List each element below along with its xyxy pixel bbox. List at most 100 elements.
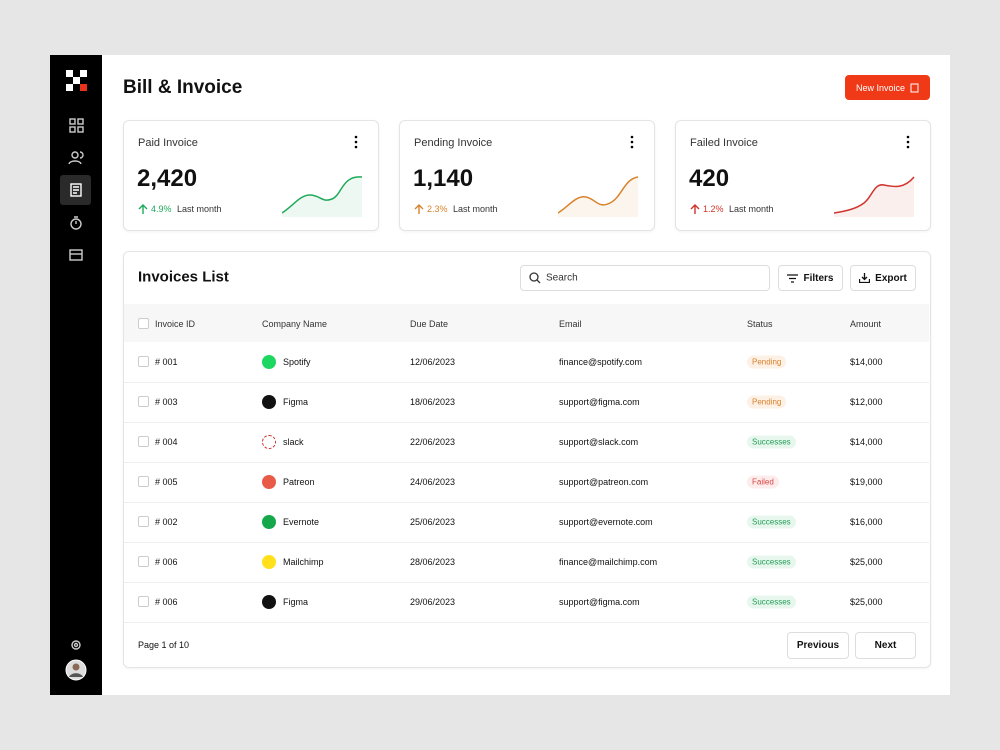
- email: support@slack.com: [559, 437, 639, 447]
- due-date: 12/06/2023: [410, 357, 456, 367]
- email: finance@spotify.com: [559, 357, 643, 367]
- company-name: Figma: [283, 397, 309, 407]
- company-logo: [262, 355, 276, 369]
- more-menu[interactable]: [904, 135, 912, 149]
- invoice-id: # 004: [155, 437, 178, 447]
- row-checkbox[interactable]: [138, 516, 149, 527]
- new-invoice-button[interactable]: New Invoice: [845, 75, 930, 100]
- page-title: Bill & Invoice: [123, 77, 243, 98]
- due-date: 25/06/2023: [410, 517, 456, 527]
- column-header: Invoice ID: [155, 319, 196, 329]
- status-badge: Pending: [747, 395, 787, 409]
- row-divider: [124, 582, 929, 583]
- invoice-id: # 003: [155, 397, 178, 407]
- stat-value: 1,140: [413, 165, 474, 192]
- sidebar: [50, 55, 102, 695]
- stat-card: [123, 120, 379, 231]
- amount: $19,000: [850, 477, 883, 487]
- row-checkbox[interactable]: [138, 476, 149, 487]
- invoice-id: # 006: [155, 557, 178, 567]
- wallet-icon[interactable]: [69, 249, 83, 261]
- row-divider: [124, 542, 929, 543]
- sparkline: [558, 176, 639, 217]
- company-name: Mailchimp: [283, 557, 324, 567]
- status-badge: Failed: [747, 475, 779, 489]
- sparkline: [834, 176, 915, 217]
- company-name: Spotify: [283, 357, 311, 367]
- company-logo: [262, 595, 276, 609]
- invoice-id: # 006: [155, 597, 178, 607]
- status-badge: Successes: [747, 555, 796, 569]
- row-checkbox[interactable]: [138, 596, 149, 607]
- row-checkbox[interactable]: [138, 436, 149, 447]
- up-arrow: [414, 204, 424, 214]
- company-logo: [262, 555, 276, 569]
- stat-value: 2,420: [137, 165, 198, 192]
- stat-change: 1.2%: [703, 204, 724, 214]
- next-button[interactable]: Next: [855, 632, 916, 659]
- search-icon: [529, 272, 541, 284]
- column-header: Company Name: [262, 319, 328, 329]
- button-label: Export: [875, 272, 907, 284]
- doc-icon: [910, 83, 919, 92]
- status-badge: Successes: [747, 595, 796, 609]
- row-divider: [124, 382, 929, 383]
- invoice-id: # 005: [155, 477, 178, 487]
- export-button[interactable]: Export: [850, 265, 916, 291]
- stat-label: Paid Invoice: [138, 137, 198, 149]
- dashboard-icon[interactable]: [69, 118, 84, 133]
- company-name: Evernote: [283, 517, 320, 527]
- company-name: slack: [283, 437, 304, 447]
- due-date: 29/06/2023: [410, 597, 456, 607]
- column-header: Due Date: [410, 319, 449, 329]
- settings-icon[interactable]: [71, 640, 81, 650]
- logo: [66, 70, 87, 91]
- up-arrow: [138, 204, 148, 214]
- amount: $12,000: [850, 397, 883, 407]
- button-label: Next: [874, 640, 897, 651]
- status-badge: Pending: [747, 355, 787, 369]
- due-date: 24/06/2023: [410, 477, 456, 487]
- sparkline: [282, 176, 363, 217]
- column-header: Email: [559, 319, 582, 329]
- users-icon[interactable]: [68, 151, 84, 165]
- header-checkbox[interactable]: [138, 318, 149, 329]
- search-box[interactable]: Search: [520, 265, 770, 291]
- amount: $25,000: [850, 597, 883, 607]
- status-badge: Successes: [747, 515, 796, 529]
- company-logo: [262, 435, 276, 449]
- company-name: Figma: [283, 597, 309, 607]
- amount: $14,000: [850, 357, 883, 367]
- timer-icon[interactable]: [70, 216, 82, 230]
- row-checkbox[interactable]: [138, 356, 149, 367]
- stat-card: [675, 120, 931, 231]
- button-label: Filters: [803, 272, 834, 284]
- column-header: Status: [747, 319, 773, 329]
- filters-button[interactable]: Filters: [778, 265, 843, 291]
- row-checkbox[interactable]: [138, 556, 149, 567]
- invoice-id: # 001: [155, 357, 178, 367]
- stat-change: 4.9%: [151, 204, 172, 214]
- page-info: Page 1 of 10: [138, 640, 190, 650]
- email: support@figma.com: [559, 597, 640, 607]
- email: support@figma.com: [559, 397, 640, 407]
- list-title: Invoices List: [138, 268, 229, 286]
- company-name: Patreon: [283, 477, 315, 487]
- table-header: [124, 304, 929, 342]
- company-logo: [262, 515, 276, 529]
- row-checkbox[interactable]: [138, 396, 149, 407]
- row-divider: [124, 622, 929, 623]
- stat-card: [399, 120, 655, 231]
- stat-period: Last month: [177, 204, 222, 214]
- search-placeholder: Search: [546, 272, 578, 284]
- row-divider: [124, 422, 929, 423]
- invoice-id: # 002: [155, 517, 178, 527]
- stat-period: Last month: [453, 204, 498, 214]
- amount: $16,000: [850, 517, 883, 527]
- previous-button[interactable]: Previous: [787, 632, 849, 659]
- more-menu[interactable]: [628, 135, 636, 149]
- stat-change: 2.3%: [427, 204, 448, 214]
- stat-value: 420: [689, 165, 730, 192]
- more-menu[interactable]: [352, 135, 360, 149]
- amount: $14,000: [850, 437, 883, 447]
